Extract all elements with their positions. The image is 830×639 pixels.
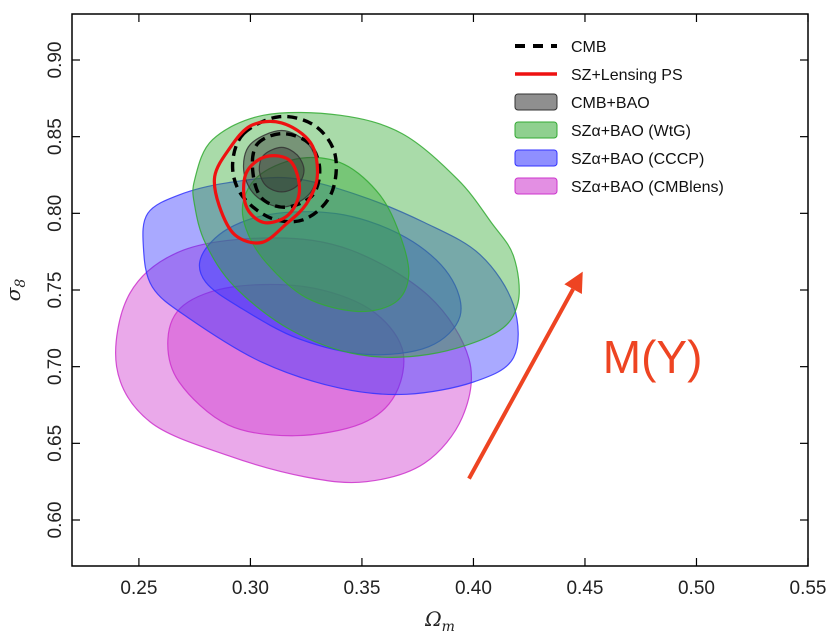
contour-5-outer [212,119,320,245]
y-axis-label: σ8 [1,279,29,302]
series-1 [142,176,519,396]
x-axis-label-subscript: m [442,619,455,635]
contour-4-outer [230,114,339,224]
y-tick-label: 0.90 [45,42,66,79]
legend-label: CMB [571,39,607,56]
y-tick-label: 0.60 [45,502,66,539]
legend-label: SZα+BAO (CCCP) [571,151,704,168]
contour-2-outer [192,111,520,358]
legend: CMB SZ+Lensing PS CMB+BAO SZα+BAO (WtG) SZα+… [514,39,724,196]
contour-0-inner [167,283,405,437]
legend-item-1: SZ+Lensing PS [515,67,683,84]
contour-1-inner [198,211,462,356]
legend-item-2: CMB+BAO [514,93,650,112]
y-axis-label-symbol: σ [1,286,25,301]
legend-swatch-patch [514,93,558,111]
legend-label: SZ+Lensing PS [571,67,683,84]
legend-item-0: CMB [515,39,607,56]
contour-5-inner [242,154,302,225]
axis-labels: Ωm σ8 [1,279,455,635]
legend-swatch-patch [514,149,558,167]
contour-1-outer [142,176,519,396]
x-tick-label: 0.40 [455,578,492,599]
contour-layer [115,111,520,484]
x-tick-label: 0.30 [232,578,269,599]
legend-label: SZα+BAO (CMBlens) [571,179,724,196]
series-5 [212,119,320,245]
x-tick-label: 0.35 [343,578,380,599]
contour-0-outer [115,237,472,484]
series-2 [192,111,520,358]
contour-3-inner [258,146,305,193]
annotation-layer: M(Y) [467,271,703,480]
legend-label: CMB+BAO [571,95,650,112]
m-y-arrow-head [564,271,583,294]
y-tick-label: 0.75 [45,272,66,309]
legend-item-3: SZα+BAO (WtG) [514,121,691,140]
contour-2-inner [241,156,410,313]
y-axis-label-subscript: 8 [13,279,29,288]
legend-swatch-patch [514,177,558,195]
m-y-arrow-shaft [467,288,575,480]
legend-item-5: SZα+BAO (CMBlens) [514,177,724,196]
legend-swatch-patch [514,121,558,139]
x-axis-label: Ωm [424,607,455,635]
x-tick-label: 0.45 [566,578,603,599]
series-0 [115,237,472,484]
y-tick-label: 0.80 [45,195,66,232]
x-tick-label: 0.55 [790,578,827,599]
legend-item-4: SZα+BAO (CCCP) [514,149,704,168]
x-axis-label-symbol: Ω [424,607,442,631]
legend-label: SZα+BAO (WtG) [571,123,691,140]
y-tick-label: 0.85 [45,118,66,155]
tick-layer: 0.25 0.30 0.35 0.40 0.45 0.50 0.55 0.60 0.65 0.70… [45,14,826,599]
x-tick-label: 0.50 [678,578,715,599]
m-y-annotation: M(Y) [603,331,703,383]
x-tick-label: 0.25 [120,578,157,599]
y-tick-label: 0.70 [45,348,66,385]
y-tick-label: 0.65 [45,425,66,462]
